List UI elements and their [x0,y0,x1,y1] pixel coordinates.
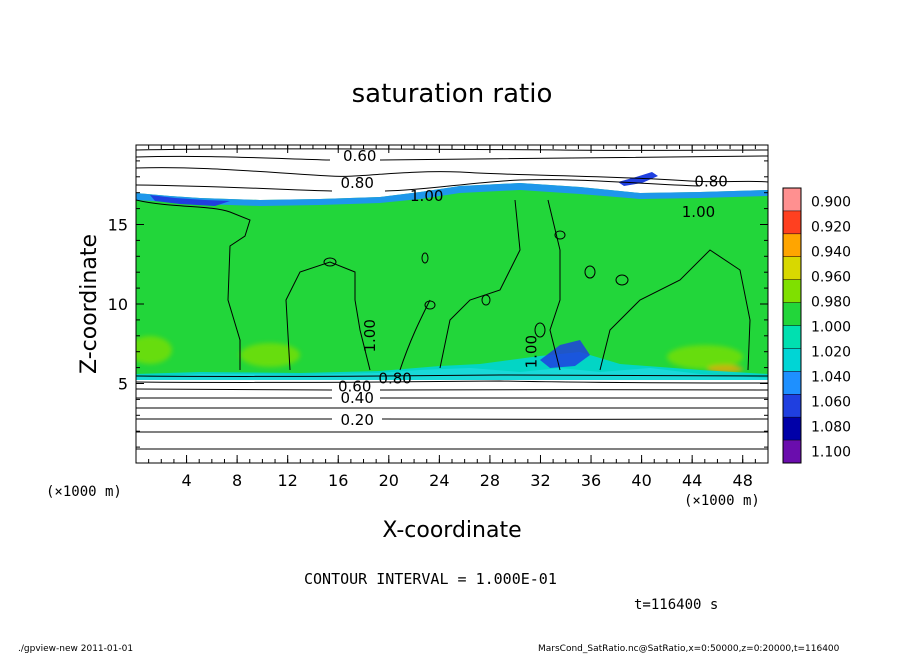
colorbar-swatch [783,188,801,211]
x-tick-label: 24 [429,471,449,490]
x-tick-label: 40 [631,471,651,490]
colorbar-label: 1.000 [811,320,851,336]
x-tick-label: 4 [181,471,191,490]
contour-interval: CONTOUR INTERVAL = 1.000E-01 [304,570,557,588]
contour-ring [421,252,429,264]
x-tick-label: 20 [379,471,399,490]
colorbar: 1.100 1.080 1.060 1.040 1.020 1.000 0.980 0.960… [782,187,851,464]
x-tick-label: 36 [581,471,601,490]
contour-ring [424,300,436,310]
bottom-fringe-blue [540,340,590,368]
x-tick-label: 8 [232,471,242,490]
contour-ring [584,265,596,279]
contour-lines [136,148,768,450]
y-axis: 5 10 15 [108,160,768,448]
chart-title: saturation ratio [352,79,553,109]
colorbar-swatch [783,348,801,372]
colorbar-swatch [783,440,801,463]
contour-ring [554,230,566,240]
contour-label: 0.80 [694,173,727,191]
contour-ring [323,257,337,267]
footer-left: ./gpview-new 2011-01-01 [18,644,133,654]
x-axis-title: X-coordinate [382,518,521,543]
top-fringe [136,183,768,206]
y-axis-title: Z-coordinate [77,234,102,374]
colorbar-label: 0.960 [811,270,851,286]
contour-label: 0.80 [340,174,373,192]
colorbar-label: 1.100 [811,445,851,461]
contour-label: 0.60 [338,378,371,396]
colorbar-label: 1.020 [811,345,851,361]
contour-rings [323,230,629,338]
contour-label: 1.00 [682,203,715,221]
colorbar-swatch [783,233,801,257]
x-tick-label: 44 [682,471,702,490]
colorbar-label: 1.060 [811,395,851,411]
x-tick-label: 32 [530,471,550,490]
colorbar-swatch [783,256,801,280]
colorbar-swatch [783,302,801,326]
x-tick-label: 16 [328,471,348,490]
contour-label: 0.20 [340,411,373,429]
contour-label: 1.00 [523,335,541,368]
colorbar-label: 0.940 [811,245,851,261]
contour-line [136,374,768,377]
contour-labels: 0.600.80 0.801.001.001.00 1.000.800.600.40… [338,147,728,429]
x-unit-left: (×1000 m) [46,484,122,500]
contour-label: 0.40 [340,389,373,407]
x-axis: 4 8 12 16 20 24 28 32 36 40 44 48 [148,145,756,490]
colorbar-swatch [783,325,801,349]
x-unit-right: (×1000 m) [684,493,760,509]
colorbar-label: 1.040 [811,370,851,386]
contour-label: 1.00 [410,187,443,205]
y-tick-label: 10 [108,295,128,314]
contour-ring [534,322,546,338]
colorbar-label: 0.900 [811,195,851,211]
x-tick-label: 12 [278,471,298,490]
contour-label: 1.00 [361,319,379,352]
colorbar-label: 0.920 [811,220,851,236]
colorbar-swatch [783,371,801,395]
contour-label: 0.60 [343,147,376,165]
contour-line [136,380,768,384]
colorbar-swatch [783,417,801,441]
y-tick-label: 15 [108,216,128,235]
y-tick-label: 5 [118,375,128,394]
colorbar-swatch [783,210,801,234]
colorbar-swatch [783,394,801,418]
contour-ring [615,274,629,286]
contour-line [136,388,768,391]
colorbar-swatch [783,279,801,303]
shade-1 [136,336,172,364]
contour-line [136,155,768,161]
colorbar-label: 1.080 [811,420,851,436]
saturated-layer [136,183,768,378]
top-fringe-dark [150,195,230,206]
contour-line [136,179,701,192]
contour-label: 0.80 [378,370,411,388]
contour-line [136,167,768,183]
shade-3 [667,345,743,369]
x-tick-label: 48 [733,471,753,490]
plot-area: 0.600.80 0.801.001.001.00 1.000.800.600.40… [136,145,768,463]
colorbar-label: 0.980 [811,295,851,311]
contour-line [136,148,768,151]
contour-ring [481,294,491,306]
footer-right: MarsCond_SatRatio.nc@SatRatio,x=0:50000,… [538,644,840,654]
time-label: t=116400 s [634,597,718,613]
x-tick-label: 28 [480,471,500,490]
bottom-fringe [136,352,768,380]
shade-2 [240,343,300,367]
